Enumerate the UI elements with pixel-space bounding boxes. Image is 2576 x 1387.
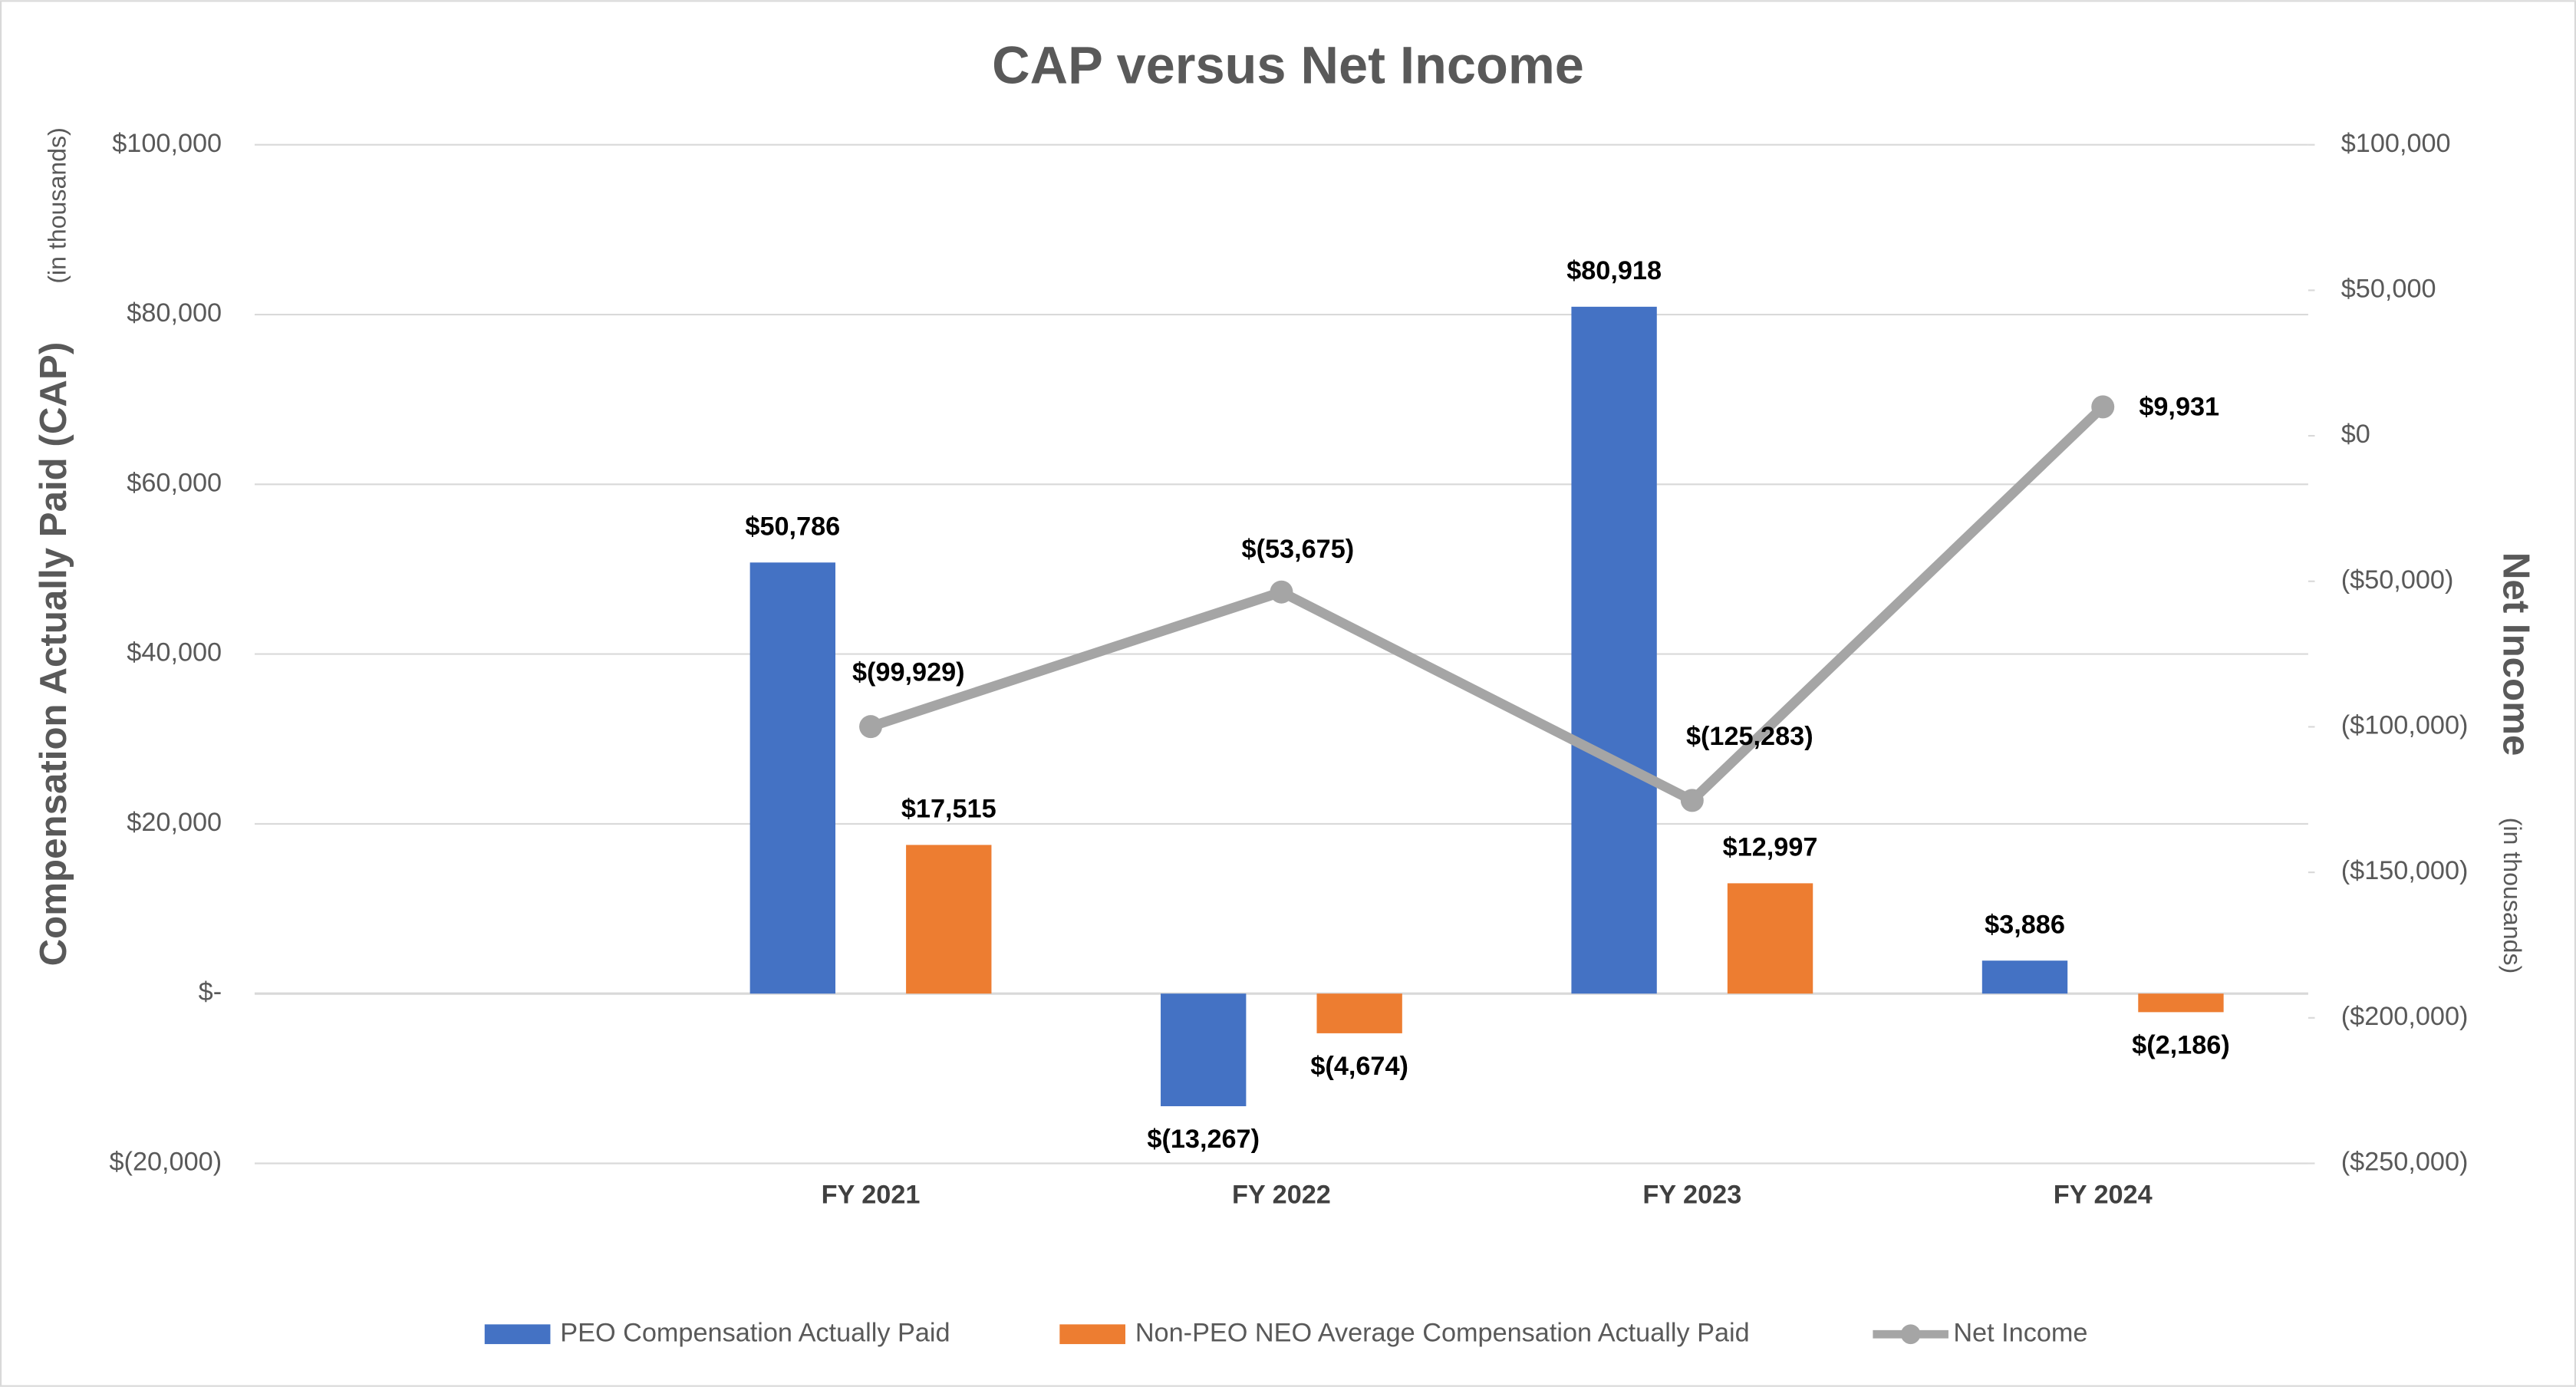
bar: [1981, 960, 2068, 994]
line-point: [1270, 580, 1293, 604]
line: [869, 403, 2107, 806]
y2-axis-title: Net Income: [2495, 552, 2538, 756]
y-tick-label: $100,000: [112, 129, 222, 158]
legend-swatch: [484, 1324, 551, 1345]
y2-tick-label: ($250,000): [2341, 1148, 2469, 1177]
data-label: $(4,674): [1310, 1052, 1408, 1081]
data-label: $(125,283): [1686, 722, 1813, 751]
y-tick-label: $-: [199, 977, 222, 1006]
x-tick-label: FY 2023: [1642, 1180, 1741, 1209]
chart-title: CAP versus Net Income: [992, 35, 1584, 94]
data-label: $(2,186): [2132, 1030, 2230, 1059]
legend-label: Net Income: [1953, 1318, 2087, 1347]
x-tick-label: FY 2024: [2054, 1180, 2153, 1209]
line-point: [2091, 395, 2115, 419]
bar: [1571, 306, 1657, 994]
bar: [1316, 993, 1402, 1033]
bar: [1727, 883, 1813, 994]
y-tick-label: $60,000: [127, 468, 222, 497]
y2-tick-label: $100,000: [2341, 129, 2451, 158]
y-axis-title: Compensation Actually Paid (CAP): [32, 342, 74, 967]
x-tick-label: FY 2021: [822, 1180, 921, 1209]
data-label: $50,786: [745, 512, 840, 541]
legend-label: Non-PEO NEO Average Compensation Actuall…: [1135, 1318, 1750, 1347]
data-label: $3,886: [1985, 910, 2065, 939]
line-point: [859, 715, 883, 739]
y2-axis-note: (in thousands): [2499, 818, 2526, 974]
legend-label: PEO Compensation Actually Paid: [560, 1318, 950, 1347]
data-label: $(13,267): [1147, 1125, 1260, 1154]
data-label: $(99,929): [852, 658, 965, 687]
y-tick-label: $20,000: [127, 808, 222, 837]
y-axis-note: (in thousands): [44, 127, 71, 283]
y2-tick-label: ($100,000): [2341, 710, 2469, 740]
data-label: $17,515: [901, 794, 996, 823]
bar: [1161, 993, 1247, 1106]
legend-swatch: [1900, 1324, 1921, 1345]
bar: [906, 845, 992, 994]
data-label: $12,997: [1723, 832, 1818, 862]
line-point: [1680, 789, 1704, 812]
legend-swatch: [1059, 1324, 1125, 1345]
y-tick-label: $80,000: [127, 298, 222, 328]
x-tick-label: FY 2022: [1232, 1180, 1331, 1209]
y-tick-label: $(20,000): [109, 1148, 222, 1177]
y-tick-label: $40,000: [127, 638, 222, 667]
y2-tick-label: $50,000: [2341, 274, 2436, 303]
data-label: $(53,675): [1242, 535, 1355, 564]
y2-tick-label: ($150,000): [2341, 856, 2469, 885]
data-label: $9,931: [2139, 393, 2219, 422]
y2-tick-label: ($200,000): [2341, 1002, 2469, 1031]
bar: [749, 562, 835, 994]
bar: [2138, 993, 2224, 1013]
data-label: $80,918: [1566, 256, 1662, 285]
y2-tick-label: $0: [2341, 420, 2370, 449]
y2-tick-label: ($50,000): [2341, 565, 2454, 595]
